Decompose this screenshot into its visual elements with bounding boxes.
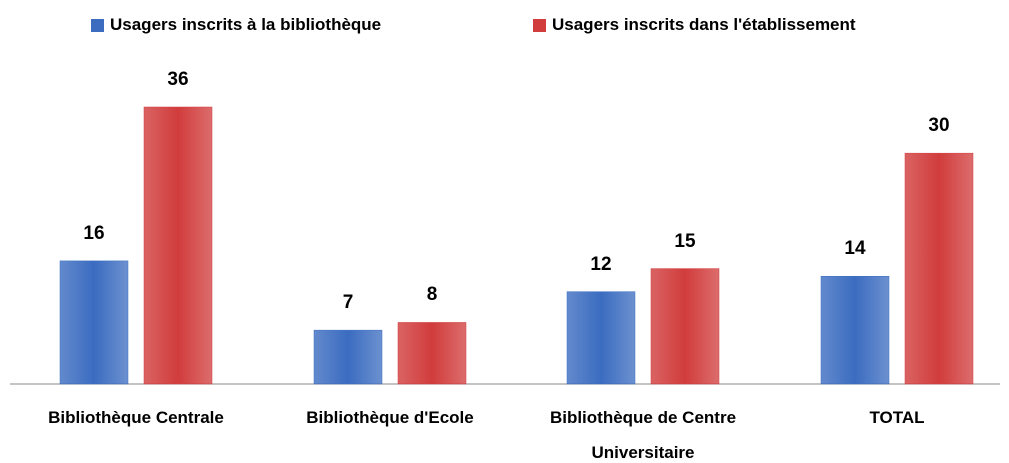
legend-label: Usagers inscrits à la bibliothèque	[110, 15, 382, 34]
bar	[143, 106, 213, 385]
value-label: 36	[167, 69, 189, 90]
legend-swatch	[91, 19, 104, 32]
value-label: 8	[426, 284, 438, 306]
bar	[650, 268, 720, 385]
value-label: 7	[342, 292, 354, 314]
bar	[820, 276, 890, 385]
legend-swatch	[533, 19, 546, 32]
value-label: 16	[83, 222, 105, 244]
value-label: 30	[928, 115, 950, 137]
bar	[397, 322, 467, 385]
bar	[904, 152, 974, 385]
value-label: 15	[674, 230, 696, 252]
value-label: 12	[590, 253, 612, 275]
value-label: 14	[844, 238, 866, 260]
x-tick-label: Bibliothèque Centrale	[48, 408, 224, 427]
x-tick-label: Bibliothèque de Centre Universitaire	[549, 408, 737, 462]
bar	[566, 291, 636, 385]
bar	[313, 329, 383, 385]
x-tick-label: Bibliothèque d'Ecole	[306, 408, 474, 427]
x-tick-label: TOTAL	[869, 408, 925, 427]
legend-label: Usagers inscrits dans l'établissement	[552, 15, 856, 34]
bar	[59, 260, 129, 385]
